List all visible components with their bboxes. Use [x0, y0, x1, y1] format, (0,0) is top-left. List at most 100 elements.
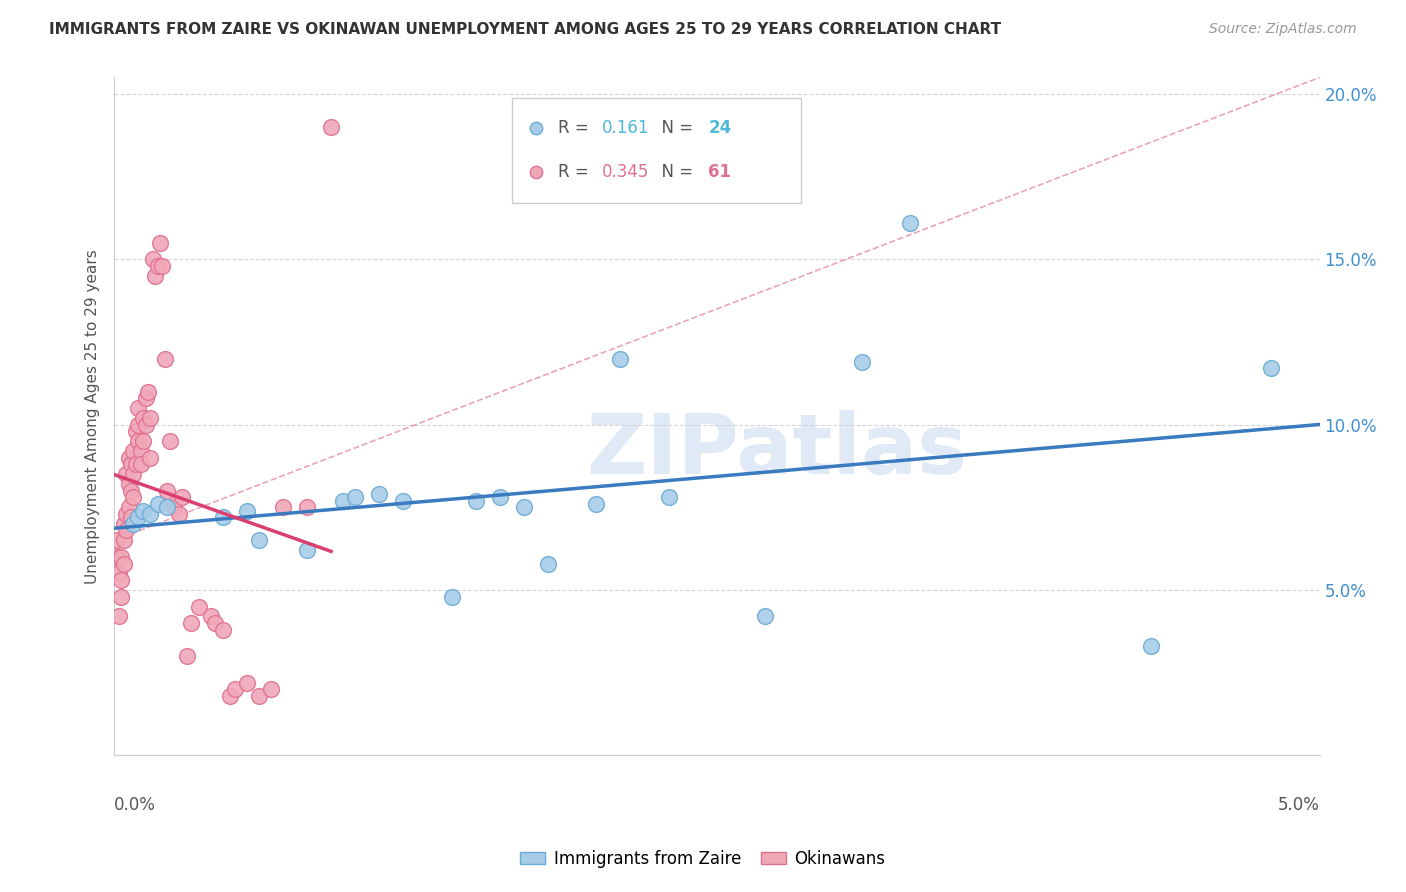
Point	[898, 216, 921, 230]
Text: 61: 61	[709, 163, 731, 181]
Point	[132, 411, 155, 425]
Point	[139, 450, 162, 465]
Point	[236, 503, 259, 517]
Point	[169, 507, 191, 521]
Point	[204, 616, 226, 631]
Point	[176, 649, 198, 664]
Point	[271, 500, 294, 515]
Point	[112, 516, 135, 531]
Point	[152, 259, 174, 273]
Point	[127, 417, 149, 432]
Point	[260, 682, 283, 697]
Point	[143, 268, 166, 283]
Point	[295, 500, 318, 515]
Point	[464, 493, 486, 508]
Text: 0.161: 0.161	[602, 120, 650, 137]
Text: 24: 24	[709, 120, 731, 137]
Point	[489, 491, 512, 505]
Point	[658, 491, 681, 505]
Point	[127, 510, 149, 524]
Point	[211, 510, 233, 524]
Point	[115, 507, 138, 521]
Point	[118, 450, 141, 465]
Point	[321, 120, 343, 134]
Point	[135, 417, 157, 432]
Point	[127, 401, 149, 416]
Text: N =: N =	[651, 120, 697, 137]
Point	[1260, 361, 1282, 376]
Point	[368, 487, 391, 501]
Text: IMMIGRANTS FROM ZAIRE VS OKINAWAN UNEMPLOYMENT AMONG AGES 25 TO 29 YEARS CORRELA: IMMIGRANTS FROM ZAIRE VS OKINAWAN UNEMPL…	[49, 22, 1001, 37]
Point	[219, 689, 242, 703]
Point	[142, 252, 165, 267]
Text: N =: N =	[651, 163, 697, 181]
Point	[132, 503, 155, 517]
Text: R =: R =	[558, 163, 593, 181]
Point	[120, 458, 142, 472]
Point	[156, 483, 179, 498]
Point	[122, 444, 145, 458]
Point	[122, 516, 145, 531]
Point	[295, 543, 318, 558]
Point	[440, 590, 463, 604]
Point	[112, 533, 135, 548]
Point	[163, 500, 186, 515]
Point	[105, 549, 128, 564]
Point	[1140, 639, 1163, 653]
Text: R =: R =	[558, 120, 593, 137]
Point	[332, 493, 354, 508]
Point	[139, 411, 162, 425]
Point	[115, 524, 138, 538]
Point	[754, 609, 776, 624]
Text: Source: ZipAtlas.com: Source: ZipAtlas.com	[1209, 22, 1357, 37]
Point	[224, 682, 246, 697]
Point	[132, 434, 155, 449]
Point	[105, 533, 128, 548]
Point	[513, 500, 536, 515]
Point	[180, 616, 202, 631]
Point	[609, 351, 631, 366]
Point	[344, 491, 367, 505]
Point	[156, 500, 179, 515]
Text: ZIPatlas: ZIPatlas	[586, 409, 967, 491]
Point	[125, 458, 148, 472]
Point	[247, 689, 270, 703]
Point	[129, 458, 152, 472]
Point	[392, 493, 415, 508]
Point	[187, 599, 209, 614]
Point	[149, 235, 172, 250]
Point	[108, 566, 131, 581]
Point	[135, 391, 157, 405]
Point	[170, 491, 193, 505]
Point	[247, 533, 270, 548]
Point	[236, 675, 259, 690]
Point	[125, 424, 148, 438]
Point	[127, 434, 149, 449]
Point	[129, 444, 152, 458]
Point	[115, 467, 138, 482]
Point	[120, 483, 142, 498]
Text: 0.345: 0.345	[602, 163, 650, 181]
Point	[122, 491, 145, 505]
Point	[120, 510, 142, 524]
Point	[153, 351, 176, 366]
Point	[139, 507, 162, 521]
Point	[211, 623, 233, 637]
Point	[110, 549, 132, 564]
Point	[110, 590, 132, 604]
Text: 5.0%: 5.0%	[1278, 796, 1320, 814]
Point	[110, 573, 132, 587]
Point	[122, 467, 145, 482]
Legend: Immigrants from Zaire, Okinawans: Immigrants from Zaire, Okinawans	[513, 844, 893, 875]
FancyBboxPatch shape	[512, 98, 801, 202]
Text: 0.0%: 0.0%	[114, 796, 156, 814]
Point	[146, 259, 169, 273]
Point	[200, 609, 222, 624]
Point	[585, 497, 607, 511]
Point	[136, 384, 159, 399]
Point	[118, 477, 141, 491]
Point	[537, 557, 560, 571]
Point	[146, 497, 169, 511]
Point	[112, 557, 135, 571]
Point	[159, 434, 181, 449]
